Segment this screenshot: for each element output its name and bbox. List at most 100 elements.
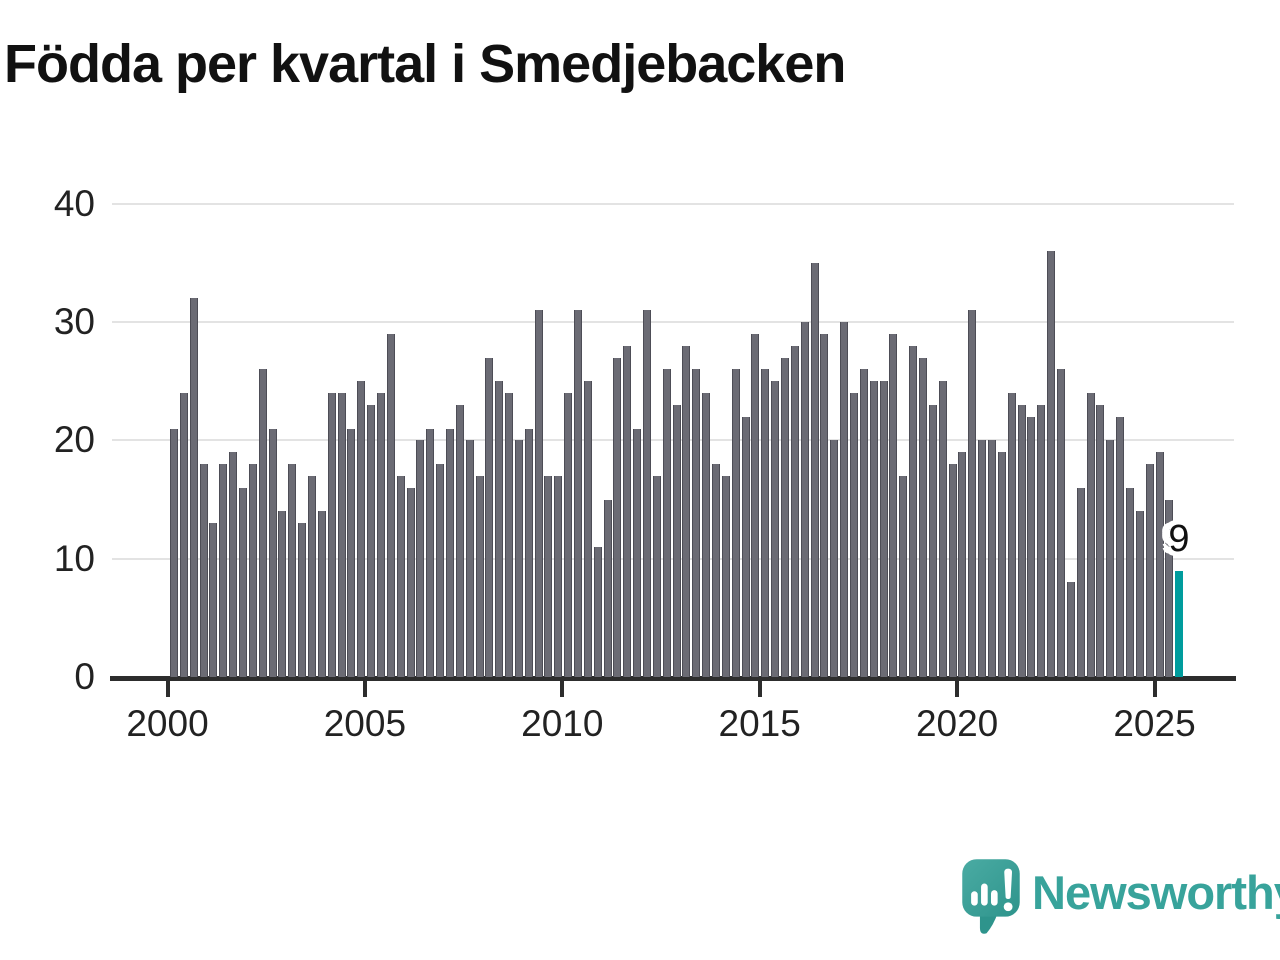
bar [603,499,612,677]
bar [524,428,533,677]
newsworthy-logo: Newsworthy [960,857,1280,947]
bar [1145,464,1154,677]
bar [889,333,898,677]
bar [781,357,789,677]
x-axis-tick [757,679,762,697]
bar [268,428,277,677]
x-axis-tick-label: 2010 [521,703,604,744]
bar [682,345,691,677]
bar [869,381,878,677]
bar [1116,416,1125,677]
x-axis-tick [560,679,565,697]
bar [820,333,829,677]
bar [307,475,316,677]
bar [170,428,178,677]
bar [347,428,356,677]
bar [455,404,464,677]
y-axis-tick-label: 40 [53,182,95,224]
bar [652,475,661,677]
bar [514,440,523,677]
x-axis-tick-label: 2005 [323,703,407,744]
bar [278,511,287,677]
bar [702,393,711,677]
bar [564,393,573,677]
y-axis-tick-label: 0 [74,656,95,697]
bar [692,369,701,677]
bar [376,393,385,677]
bar [544,475,553,677]
bar [1076,487,1085,677]
bar [357,381,366,677]
bar [554,475,563,677]
bar [317,511,326,677]
bar [367,404,376,677]
bar [613,357,622,677]
bar [810,262,819,677]
bar [987,440,996,677]
bar [298,523,307,677]
bar [771,381,780,677]
bar [1155,452,1164,677]
bar [948,464,957,677]
bar [534,310,543,677]
bar [288,464,297,677]
bar [495,381,504,677]
bar [465,440,474,677]
bar [258,369,267,677]
bar [1056,369,1065,677]
bar [978,440,987,677]
bar [850,393,858,677]
y-axis-tick-label: 30 [53,301,95,343]
bar [179,393,188,677]
bar [1017,404,1026,677]
bar [574,310,583,677]
bar [1125,487,1134,677]
bar-highlighted [1175,570,1184,677]
chart-title: Födda per kvartal i Smedjebacken [4,34,846,94]
bar [416,440,425,677]
bar [1007,393,1016,677]
bar [1086,393,1095,677]
x-axis-tick [1152,679,1157,697]
bar [386,333,395,677]
bar [406,487,415,677]
bar [712,464,721,677]
bar [958,452,967,677]
bar [672,404,681,677]
bar [633,428,642,677]
bar [1037,404,1046,677]
y-gridline [112,202,1234,205]
bar [199,464,208,677]
bar [505,393,514,677]
bar [445,428,454,677]
bar [583,381,592,677]
bar [1135,511,1144,677]
bar [475,475,484,677]
bar [928,404,937,677]
bar [800,322,809,677]
bar [731,369,740,677]
bar [662,369,671,677]
bar [1047,251,1056,677]
bar [337,393,346,677]
bar [593,546,602,677]
x-axis-tick-label: 2015 [718,703,801,744]
bar [396,475,405,677]
bar [899,475,908,677]
bar [229,452,238,677]
bar [938,381,947,677]
bar [436,464,445,677]
bar [859,369,868,677]
bar [327,393,336,677]
y-axis-tick-label: 10 [53,537,95,579]
bar [1096,404,1105,677]
bar [1027,416,1036,677]
bar [968,310,977,677]
x-axis-line [110,676,1236,681]
bar [189,298,198,677]
bar [623,345,632,677]
bar [790,345,799,677]
x-axis-tick-label: 2020 [915,703,999,744]
last-bar-value-label: 9 [1168,518,1190,560]
